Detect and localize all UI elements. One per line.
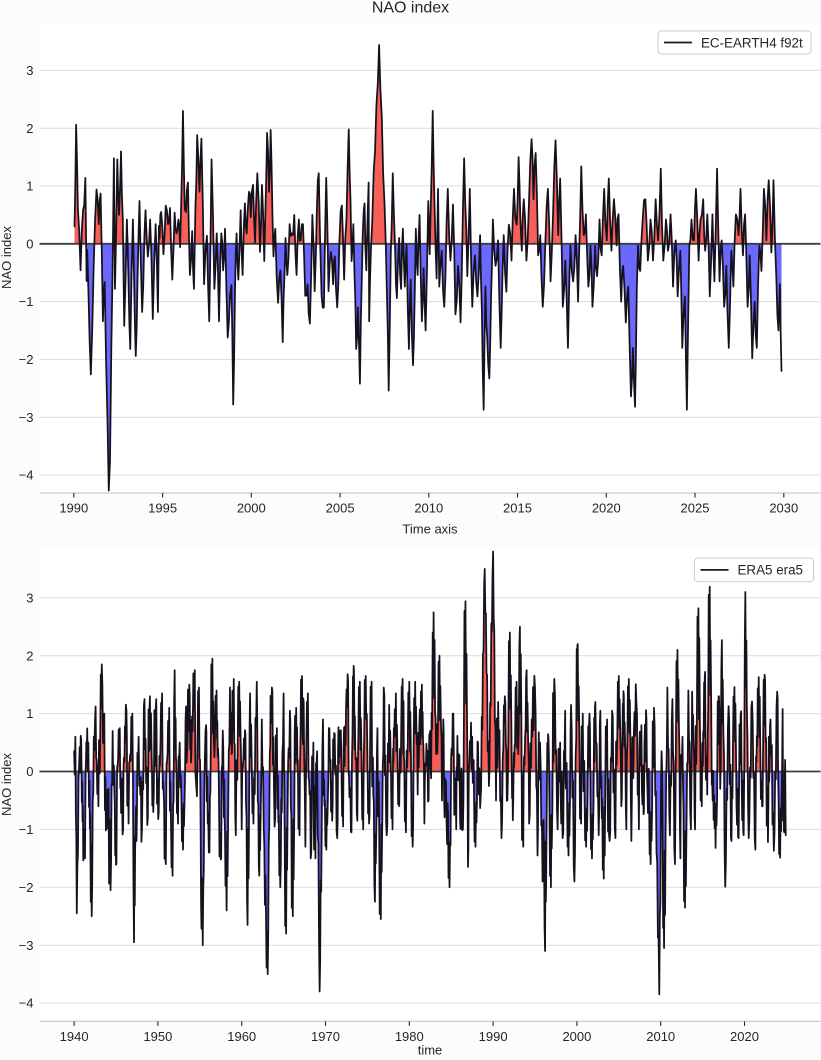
svg-text:2020: 2020	[730, 1029, 759, 1044]
svg-text:2000: 2000	[237, 501, 266, 516]
svg-text:2020: 2020	[592, 501, 621, 516]
svg-text:1940: 1940	[60, 1029, 89, 1044]
svg-text:2: 2	[26, 121, 33, 136]
svg-text:NAO index: NAO index	[0, 226, 14, 289]
svg-text:3: 3	[26, 63, 33, 78]
svg-text:1990: 1990	[59, 501, 88, 516]
svg-text:2010: 2010	[646, 1029, 675, 1044]
svg-text:ERA5 era5: ERA5 era5	[738, 563, 804, 578]
svg-text:1950: 1950	[143, 1029, 172, 1044]
svg-text:0: 0	[26, 236, 33, 251]
svg-text:1: 1	[26, 179, 33, 194]
svg-text:−2: −2	[19, 352, 34, 367]
svg-text:NAO index: NAO index	[0, 753, 14, 816]
svg-text:−1: −1	[19, 294, 34, 309]
svg-text:1960: 1960	[227, 1029, 256, 1044]
svg-text:time: time	[418, 1043, 443, 1058]
svg-text:−4: −4	[19, 996, 34, 1011]
svg-text:−2: −2	[19, 880, 34, 895]
svg-text:1980: 1980	[395, 1029, 424, 1044]
svg-text:Time axis: Time axis	[402, 522, 458, 537]
svg-text:1995: 1995	[148, 501, 177, 516]
svg-text:1970: 1970	[311, 1029, 340, 1044]
svg-text:2010: 2010	[414, 501, 443, 516]
svg-text:2025: 2025	[681, 501, 710, 516]
svg-text:1990: 1990	[479, 1029, 508, 1044]
svg-text:2000: 2000	[562, 1029, 591, 1044]
svg-text:2005: 2005	[326, 501, 355, 516]
svg-text:−3: −3	[19, 938, 34, 953]
svg-text:2015: 2015	[503, 501, 532, 516]
svg-text:EC-EARTH4 f92t: EC-EARTH4 f92t	[701, 35, 803, 50]
svg-text:2030: 2030	[769, 501, 798, 516]
svg-text:1: 1	[26, 706, 33, 721]
svg-text:0: 0	[26, 764, 33, 779]
svg-text:NAO index: NAO index	[372, 0, 449, 17]
svg-text:−1: −1	[19, 822, 34, 837]
svg-text:3: 3	[26, 590, 33, 605]
svg-text:−4: −4	[19, 468, 34, 483]
svg-text:−3: −3	[19, 410, 34, 425]
svg-text:2: 2	[26, 648, 33, 663]
